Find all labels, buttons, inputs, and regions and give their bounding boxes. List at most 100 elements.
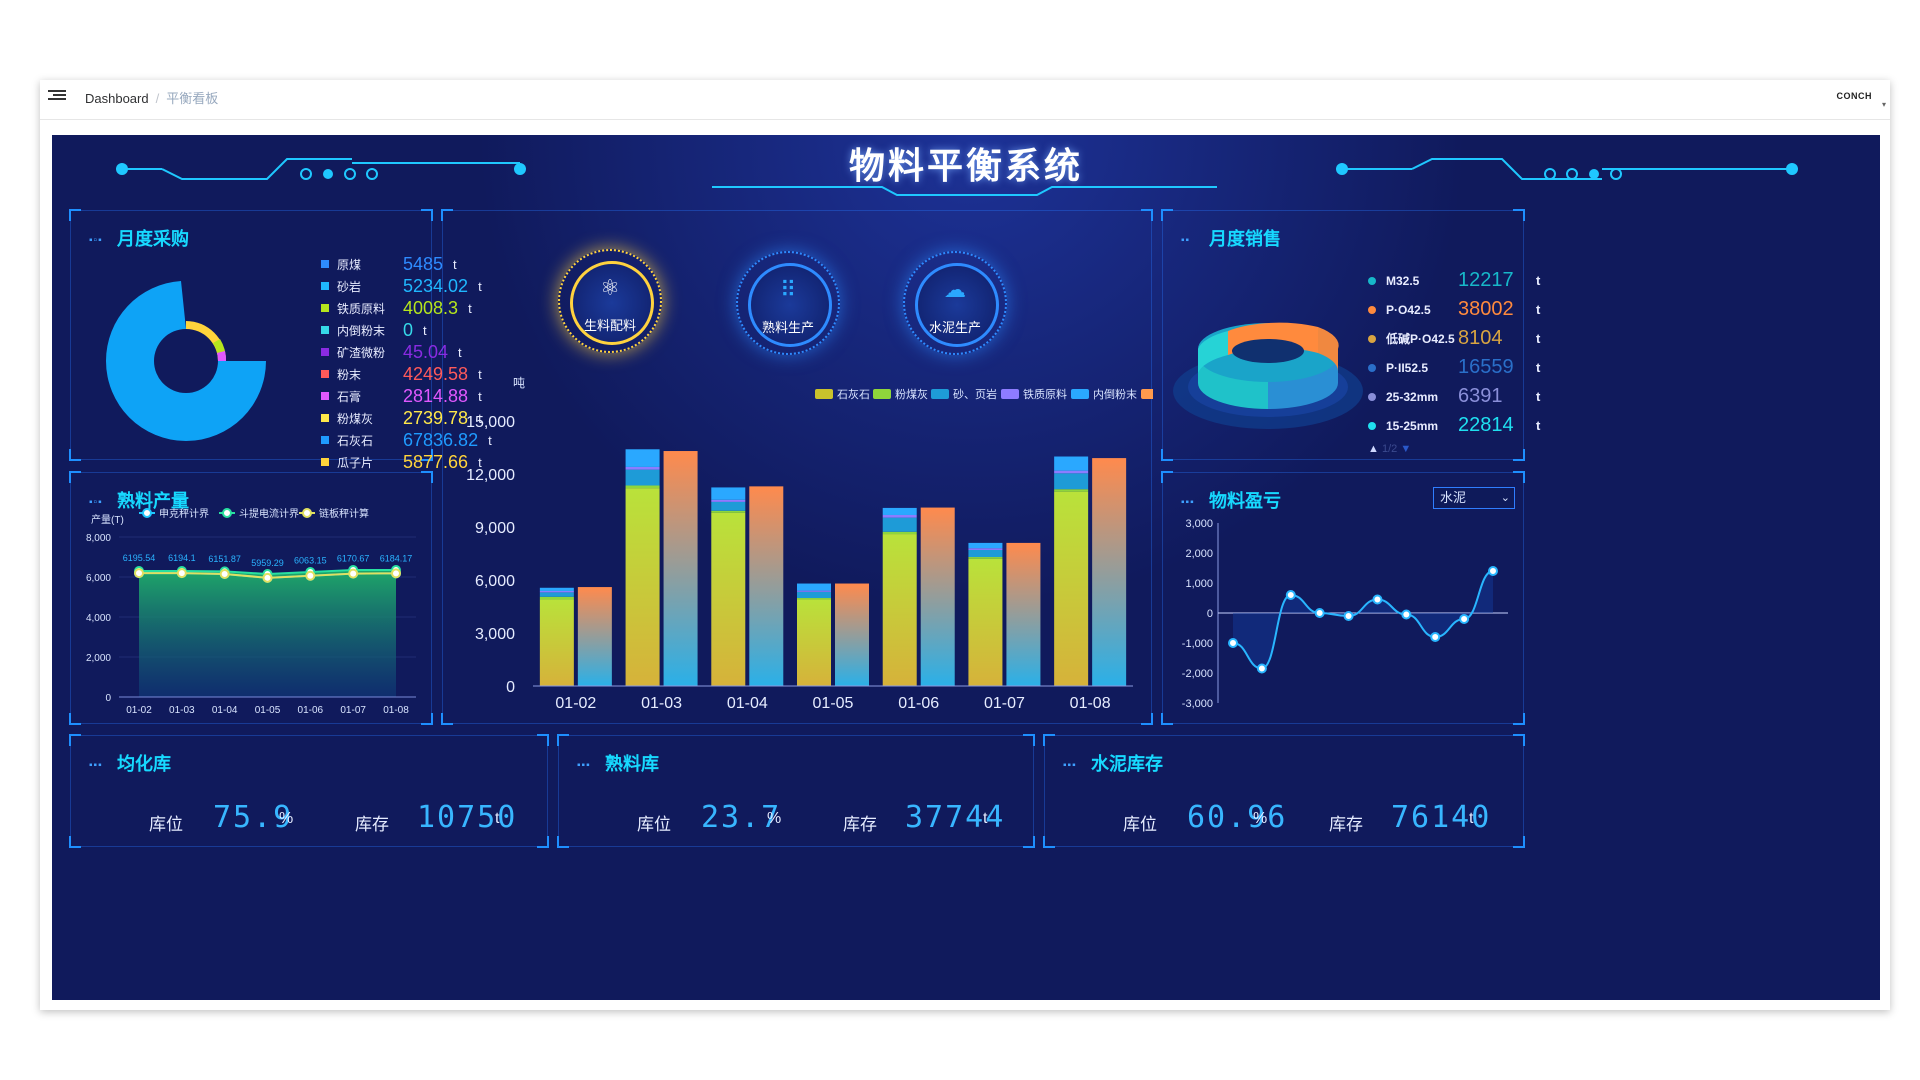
dots-icon: ▪▫▪ (89, 496, 103, 508)
sales-item-name: 15-25mm (1386, 418, 1439, 433)
pie-slice-gypsum[interactable] (217, 351, 227, 361)
sales-item-value: 38002 (1458, 298, 1514, 320)
process-button-3[interactable]: ☁ 水泥生产 (903, 251, 1007, 355)
hamburger-menu-icon[interactable] (48, 88, 66, 104)
y-tick-label: 0 (105, 693, 111, 704)
legend-swatch (321, 414, 329, 422)
y-tick-label: -3,000 (1182, 698, 1213, 710)
sales-legend-pager[interactable]: ▲ 1/2 ▼ (1368, 443, 1411, 455)
legend-swatch (1001, 389, 1019, 399)
data-point (1372, 594, 1383, 605)
sales-item[interactable]: 25-32mm 6391 t (1368, 382, 1540, 411)
breadcrumb: Dashboard / 平衡看板 (85, 88, 218, 107)
y-tick-label: 1,000 (1185, 578, 1213, 590)
legend-swatch (1071, 389, 1089, 399)
sales-item[interactable]: 15-25mm 22814 t (1368, 411, 1540, 440)
panel-title: ▪▪▪ 熟料库 (577, 750, 659, 776)
purchase-item[interactable]: 内倒粉末 0 t (321, 319, 492, 341)
legend-label: 斗提电流计界 (239, 507, 299, 520)
bar-生料 (1092, 458, 1127, 686)
panel-title: ▪▪▪ 水泥库存 (1063, 750, 1163, 776)
legend-swatch (321, 260, 329, 268)
process-button-2[interactable]: ⠿ 熟料生产 (736, 251, 840, 355)
data-point (1401, 609, 1412, 620)
stock-pos-value: 75.9 (213, 800, 294, 835)
purchase-item[interactable]: 石膏 2814.88 t (321, 385, 492, 407)
data-label: 6063.15 (294, 556, 327, 566)
pie-slice-limestone[interactable] (105, 281, 266, 441)
dots-icon: ▪▪▪ (577, 759, 591, 771)
purchase-item-name: 粉煤灰 (337, 411, 374, 426)
bar-内倒粉末 (882, 507, 917, 515)
sales-item[interactable]: P·II52.5 16559 t (1368, 353, 1540, 382)
bar-内倒粉末 (968, 542, 1003, 549)
bar-铁质原料 (711, 499, 746, 502)
sales-item[interactable]: M32.5 12217 t (1368, 266, 1540, 295)
legend-swatch (1141, 389, 1153, 399)
purchase-item[interactable]: 原煤 5485 t (321, 253, 492, 275)
purchase-item[interactable]: 矿渣微粉 45.04 t (321, 341, 492, 363)
panel-stock-2: ▪▪▪ 熟料库库位 23.7% 库存 37744 t (557, 734, 1035, 848)
pager-prev-icon[interactable]: ▲ (1368, 443, 1379, 455)
sales-item-name: 25-32mm (1386, 389, 1439, 404)
bar-粉煤灰 (882, 531, 917, 535)
user-brand-logo[interactable]: CONCH (1836, 91, 1872, 101)
stock-pos-value: 60.96 (1187, 800, 1288, 835)
purchase-item-name: 内倒粉末 (337, 323, 386, 338)
purchase-item[interactable]: 石灰石 67836.82 t (321, 429, 492, 451)
sales-item-value: 6391 (1458, 385, 1503, 407)
ring-seg-15-25mm[interactable] (1198, 356, 1268, 409)
legend-swatch (873, 389, 891, 399)
material-select[interactable]: 水泥 ⌄ (1433, 487, 1515, 509)
sales-item-name: 低碱P·O42.5 (1386, 332, 1455, 346)
data-point (348, 568, 359, 579)
app-window: Dashboard / 平衡看板 CONCH ▾ (40, 80, 1890, 1010)
panel-monthly-purchase: ▪▫▪ 月度采购 原煤 5485 t 砂岩 5234.02 t 铁质原料 4008.3 t 内倒粉末… (69, 209, 492, 472)
stock-pos-label: 库位 (149, 815, 183, 834)
pager-next-icon[interactable]: ▼ (1400, 443, 1412, 455)
purchase-item[interactable]: 铁质原料 4008.3 t (321, 297, 492, 319)
panel-title: ▪▪ 月度销售 (1181, 225, 1281, 251)
caret-down-icon[interactable]: ▾ (1881, 100, 1886, 109)
purchase-item[interactable]: 粉末 4249.58 t (321, 363, 492, 385)
sales-item[interactable]: P·O42.5 38002 t (1368, 295, 1540, 324)
ring-seg-m32.5[interactable] (1198, 331, 1228, 373)
purchase-item[interactable]: 瓜子片 5877.66 t (321, 451, 492, 473)
data-point (1459, 614, 1470, 624)
data-label: 6184.17 (380, 553, 413, 563)
purchase-item[interactable]: 砂岩 5234.02 t (321, 275, 492, 297)
stock-stock-value: 37744 (905, 800, 1006, 835)
legend-label: 粉煤灰 (895, 387, 928, 401)
y-tick-label: 0 (1207, 608, 1213, 620)
legend-swatch (321, 282, 329, 290)
dashboard-title: 物料平衡系统 (848, 145, 1083, 186)
legend-dot (1368, 421, 1376, 430)
ring-seg-po42.5-side[interactable] (1318, 327, 1339, 371)
legend-dot (1368, 334, 1376, 343)
stock-row: 库位 23.7% 库存 37744 t (559, 800, 1033, 840)
bar-内倒粉末 (1054, 456, 1089, 471)
purchase-item-unit: t (423, 322, 427, 338)
purchase-item[interactable]: 粉煤灰 2739.78 t (321, 407, 492, 429)
stock-stock-value: 10750 (417, 800, 518, 835)
data-point (1285, 590, 1296, 600)
bar-石灰石 (625, 488, 660, 686)
sales-item[interactable]: 低碱P·O42.5 8104 t (1368, 324, 1540, 353)
x-tick-label: 01-05 (255, 705, 281, 716)
legend-swatch (321, 370, 329, 378)
top-navbar: Dashboard / 平衡看板 CONCH ▾ (40, 80, 1890, 120)
bar-石灰石 (1054, 491, 1089, 686)
stock-stock-unit: t (983, 810, 988, 827)
bar-石灰石 (968, 558, 1003, 686)
purchase-item-unit: t (458, 344, 462, 360)
x-tick-label: 01-06 (298, 705, 324, 716)
data-point (305, 570, 316, 581)
ring-seg-p2-52.5[interactable] (1268, 356, 1338, 409)
breadcrumb-home[interactable]: Dashboard (85, 91, 149, 106)
sales-item-unit: t (1536, 302, 1541, 317)
legend-label: 铁质原料 (1023, 387, 1067, 401)
process-button-1[interactable]: ⚛ 生料配料 (558, 249, 662, 353)
purchase-item-unit: t (478, 410, 482, 426)
select-value: 水泥 (1440, 490, 1467, 505)
purchase-item-name: 石膏 (337, 389, 362, 404)
